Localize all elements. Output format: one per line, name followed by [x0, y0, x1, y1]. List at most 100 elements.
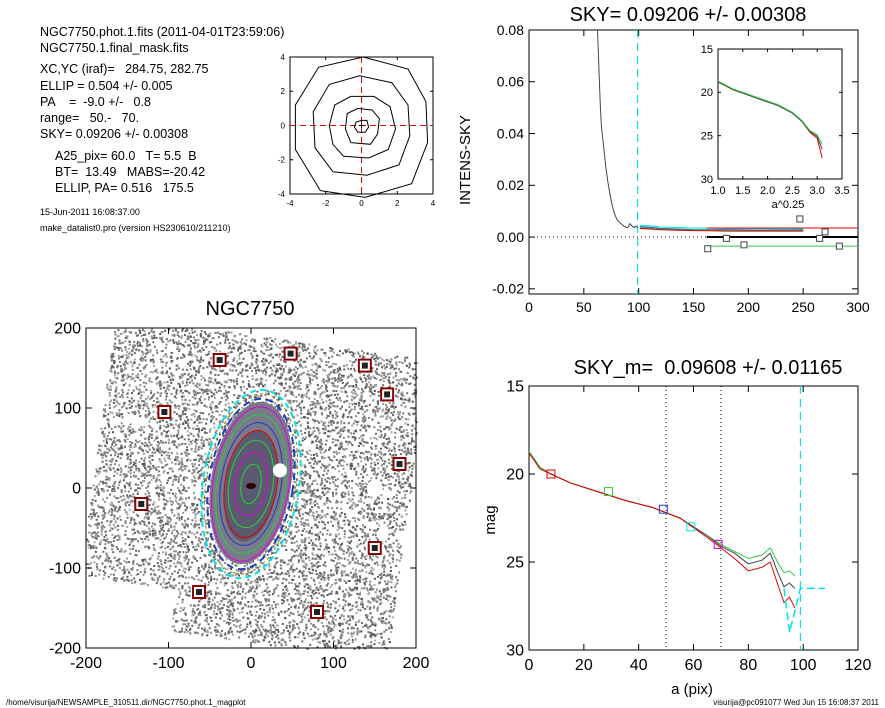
- noise-pixel: [260, 360, 263, 363]
- noise-pixel: [200, 458, 203, 461]
- noise-pixel: [160, 433, 163, 436]
- noise-pixel: [348, 498, 351, 501]
- noise-pixel: [346, 481, 349, 484]
- noise-pixel: [204, 630, 207, 633]
- noise-pixel: [280, 632, 283, 635]
- noise-pixel: [202, 466, 205, 469]
- noise-pixel: [394, 583, 397, 586]
- noise-pixel: [340, 511, 343, 514]
- noise-pixel: [152, 547, 155, 550]
- x-tick-label: 4: [431, 199, 436, 208]
- noise-pixel: [356, 592, 359, 595]
- noise-pixel: [311, 431, 314, 434]
- noise-pixel: [331, 459, 333, 462]
- noise-pixel: [299, 520, 302, 523]
- noise-pixel: [115, 412, 118, 415]
- noise-pixel: [157, 569, 160, 572]
- noise-pixel: [323, 502, 325, 505]
- noise-pixel: [376, 538, 379, 541]
- noise-pixel: [139, 564, 142, 567]
- noise-pixel: [105, 475, 108, 478]
- noise-pixel: [344, 479, 347, 482]
- noise-pixel: [268, 594, 271, 596]
- noise-pixel: [103, 435, 106, 438]
- noise-pixel: [270, 571, 273, 574]
- noise-pixel: [175, 435, 178, 438]
- noise-pixel: [402, 482, 405, 485]
- noise-pixel: [262, 363, 264, 366]
- noise-pixel: [361, 531, 364, 533]
- noise-pixel: [369, 555, 371, 558]
- noise-pixel: [87, 540, 90, 543]
- noise-pixel: [326, 499, 328, 502]
- noise-pixel: [315, 345, 318, 348]
- noise-pixel: [208, 554, 211, 557]
- noise-pixel: [202, 443, 205, 446]
- noise-pixel: [194, 604, 197, 607]
- noise-pixel: [268, 348, 271, 351]
- noise-pixel: [383, 470, 386, 473]
- noise-pixel: [393, 448, 396, 450]
- noise-pixel: [302, 513, 304, 516]
- noise-pixel: [389, 427, 392, 430]
- noise-pixel: [363, 415, 366, 418]
- noise-pixel: [194, 354, 197, 357]
- noise-pixel: [390, 419, 393, 422]
- noise-pixel: [324, 539, 327, 542]
- noise-pixel: [337, 501, 339, 504]
- noise-pixel: [142, 404, 145, 407]
- noise-pixel: [215, 369, 218, 372]
- noise-pixel: [355, 582, 358, 585]
- noise-pixel: [139, 522, 142, 525]
- noise-pixel: [105, 534, 107, 537]
- noise-pixel: [360, 452, 362, 455]
- noise-pixel: [174, 478, 177, 481]
- noise-pixel: [370, 519, 373, 522]
- noise-pixel: [373, 634, 375, 637]
- noise-pixel: [335, 488, 338, 491]
- noise-pixel: [350, 536, 353, 539]
- noise-pixel: [92, 508, 95, 511]
- noise-pixel: [162, 526, 164, 529]
- noise-pixel: [119, 395, 122, 398]
- noise-pixel: [114, 331, 116, 333]
- noise-pixel: [317, 496, 320, 498]
- noise-pixel: [110, 446, 113, 449]
- noise-pixel: [157, 555, 160, 558]
- noise-pixel: [267, 354, 270, 357]
- noise-pixel: [152, 331, 155, 334]
- noise-pixel: [161, 336, 164, 339]
- noise-pixel: [176, 331, 179, 334]
- noise-pixel: [353, 397, 356, 400]
- noise-pixel: [163, 451, 166, 454]
- noise-pixel: [381, 358, 384, 361]
- noise-pixel: [193, 463, 196, 466]
- noise-pixel: [200, 550, 203, 552]
- noise-pixel: [147, 562, 150, 565]
- noise-pixel: [389, 609, 392, 612]
- noise-pixel: [401, 398, 404, 401]
- noise-pixel: [312, 495, 315, 498]
- noise-pixel: [224, 331, 227, 334]
- noise-pixel: [391, 467, 394, 470]
- noise-pixel: [352, 641, 355, 644]
- noise-pixel: [388, 562, 391, 565]
- noise-pixel: [159, 387, 162, 390]
- noise-pixel: [144, 375, 147, 378]
- noise-pixel: [319, 357, 322, 360]
- noise-pixel: [176, 348, 179, 351]
- noise-pixel: [134, 483, 137, 486]
- noise-pixel: [169, 575, 172, 578]
- noise-pixel: [317, 565, 320, 568]
- noise-pixel: [390, 611, 393, 614]
- noise-pixel: [133, 518, 136, 521]
- noise-pixel: [185, 507, 188, 510]
- noise-pixel: [196, 359, 199, 362]
- noise-pixel: [395, 361, 398, 364]
- noise-pixel: [279, 347, 282, 350]
- noise-pixel: [333, 429, 336, 432]
- noise-pixel: [187, 422, 190, 425]
- noise-pixel: [396, 490, 399, 493]
- noise-pixel: [225, 392, 228, 394]
